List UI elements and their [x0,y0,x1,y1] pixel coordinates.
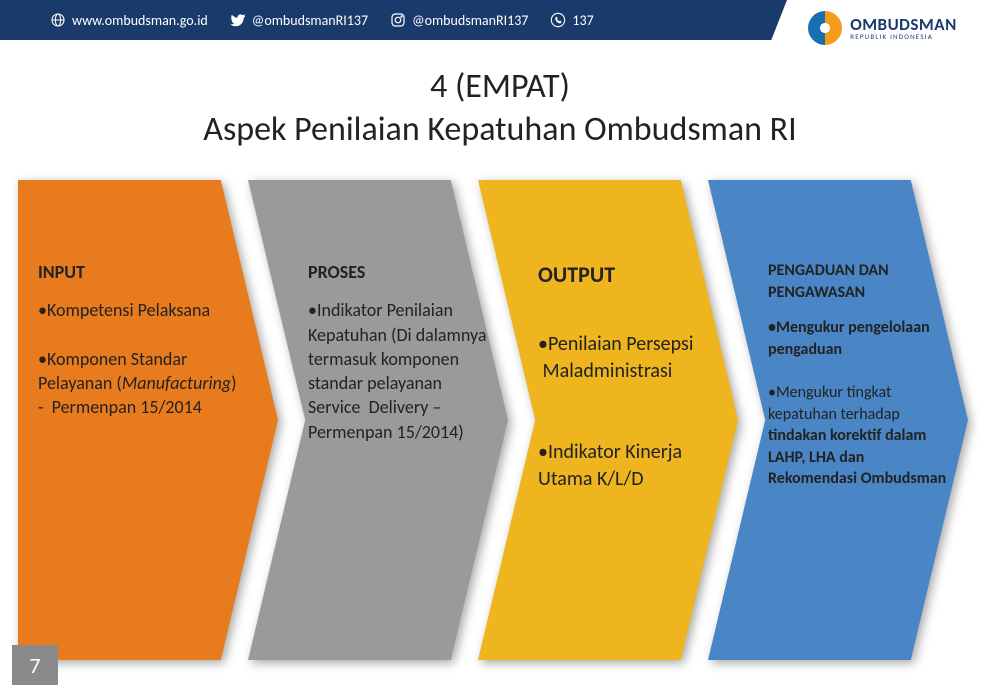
instagram-icon [390,12,406,28]
phone-icon [550,12,566,28]
top-bar: www.ombudsman.go.id @ombudsmanRI137 @omb… [0,0,1000,40]
twitter-icon [230,12,246,28]
chevron-body: •Penilaian Persepsi Maladministrasi•Indi… [538,304,718,493]
chevron-diagram: INPUT •Kompetensi Pelaksana•Komponen Stan… [18,180,988,670]
chevron-content: OUTPUT •Penilaian Persepsi Maladministras… [538,260,718,493]
instagram-text: @ombudsmanRI137 [412,12,528,29]
website-text: www.ombudsman.go.id [72,12,208,29]
title-line1: 4 (EMPAT) [0,66,1000,107]
chevron-heading: OUTPUT [538,260,718,290]
chevron-heading: INPUT [38,260,238,284]
chevron-4: PENGADUAN DAN PENGAWASAN •Mengukur pengel… [708,180,968,660]
page-number: 7 [12,645,58,685]
logo-text: OMBUDSMAN REPUBLIK INDONESIA [850,16,957,40]
title-block: 4 (EMPAT) Aspek Penilaian Kepatuhan Ombu… [0,66,1000,150]
logo-mark-icon [808,11,842,45]
logo: OMBUDSMAN REPUBLIK INDONESIA [765,0,1000,56]
chevron-content: PROSES •Indikator Penilaian Kepatuhan (Di… [308,260,488,444]
chevron-1: INPUT •Kompetensi Pelaksana•Komponen Stan… [18,180,278,660]
chevron-heading: PENGADUAN DAN PENGAWASAN [768,260,948,303]
title-line2: Aspek Penilaian Kepatuhan Ombudsman RI [0,109,1000,150]
chevron-2: PROSES •Indikator Penilaian Kepatuhan (Di… [248,180,508,660]
logo-main: OMBUDSMAN [850,16,957,33]
chevron-body: •Indikator Penilaian Kepatuhan (Di dalam… [308,298,488,444]
chevron-shape [18,180,278,660]
phone-text: 137 [572,12,593,29]
chevron-body: •Mengukur pengelolaan pengaduan•Mengukur… [768,317,948,490]
twitter-text: @ombudsmanRI137 [252,12,368,29]
instagram-item: @ombudsmanRI137 [390,12,528,29]
chevron-body: •Kompetensi Pelaksana•Komponen Standar P… [38,298,238,419]
phone-item: 137 [550,12,593,29]
twitter-item: @ombudsmanRI137 [230,12,368,29]
chevron-3: OUTPUT •Penilaian Persepsi Maladministras… [478,180,738,660]
chevron-content: INPUT •Kompetensi Pelaksana•Komponen Stan… [38,260,238,420]
chevron-content: PENGADUAN DAN PENGAWASAN •Mengukur pengel… [768,260,948,490]
globe-icon [50,12,66,28]
chevron-heading: PROSES [308,260,488,284]
website-item: www.ombudsman.go.id [50,12,208,29]
